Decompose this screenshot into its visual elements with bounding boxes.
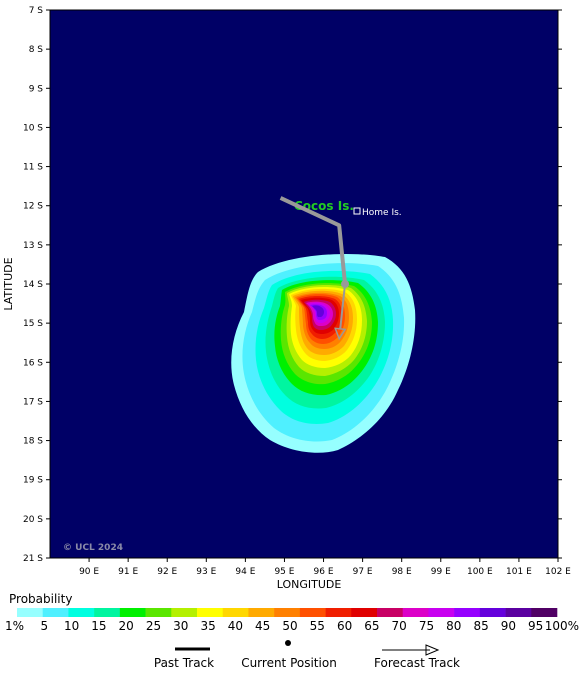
colorbar-swatch — [94, 608, 121, 617]
longitude-ticks: 90 E 91 E 92 E 93 E 94 E 95 E 96 E 97 E 98 E 99 E… — [79, 558, 571, 577]
lat-tick-label: 8 S — [29, 45, 44, 55]
colorbar-label: 95 — [528, 619, 543, 633]
colorbar-swatch — [42, 608, 69, 617]
map-frame — [49, 9, 559, 559]
lat-tick-label: 12 S — [23, 202, 43, 212]
colorbar-label: 45 — [255, 619, 270, 633]
colorbar-label: 5 — [40, 619, 48, 633]
lon-tick-label: 94 E — [235, 567, 255, 577]
forecast-track-legend-arrow — [425, 644, 440, 656]
colorbar-swatch — [145, 608, 172, 617]
colorbar-label: 30 — [173, 619, 188, 633]
colorbar-label: 80 — [446, 619, 461, 633]
colorbar-label: 40 — [228, 619, 243, 633]
colorbar-label: 50 — [282, 619, 297, 633]
colorbar-swatch — [171, 608, 198, 617]
lon-tick-label: 99 E — [431, 567, 451, 577]
colorbar-swatch — [119, 608, 146, 617]
lat-tick-label: 21 S — [23, 554, 43, 564]
colorbar-swatch — [222, 608, 249, 617]
lon-tick-label: 101 E — [506, 567, 532, 577]
colorbar-label: 65 — [364, 619, 379, 633]
latitude-ticks: 7 S 8 S 9 S 10 S 11 S 12 S 13 S 14 S 15 S 16 S 17 … — [23, 6, 562, 564]
colorbar-label: 15 — [91, 619, 106, 633]
probability-contours — [231, 253, 416, 453]
colorbar-swatch — [299, 608, 326, 617]
lat-tick-label: 17 S — [23, 397, 43, 407]
home-island-label: Home Is. — [362, 208, 402, 218]
colorbar-swatch — [248, 608, 275, 617]
lon-tick-label: 90 E — [79, 567, 99, 577]
lon-tick-label: 91 E — [118, 567, 138, 577]
lat-tick-label: 13 S — [23, 241, 43, 251]
home-island-marker — [353, 207, 361, 215]
colorbar-label: 85 — [473, 619, 488, 633]
colorbar-label: 60 — [337, 619, 352, 633]
lat-tick-label: 20 S — [23, 515, 43, 525]
lon-tick-label: 92 E — [157, 567, 177, 577]
colorbar-label: 90 — [501, 619, 516, 633]
probability-title: Probability — [9, 592, 72, 606]
forecast-track-legend-label: Forecast Track — [374, 656, 460, 670]
copyright-label: © UCL 2024 — [63, 543, 123, 553]
forecast-track-line — [339, 283, 347, 329]
colorbar-label: 1% — [5, 619, 24, 633]
lat-tick-label: 16 S — [23, 358, 43, 368]
colorbar-label: 25 — [146, 619, 161, 633]
lat-tick-label: 15 S — [23, 319, 43, 329]
colorbar-label: 35 — [200, 619, 215, 633]
lat-tick-label: 9 S — [29, 84, 44, 94]
colorbar-swatch — [505, 608, 532, 617]
current-position-legend-dot — [285, 640, 291, 646]
colorbar-swatch — [197, 608, 224, 617]
colorbar-swatch — [351, 608, 378, 617]
lon-tick-label: 98 E — [392, 567, 412, 577]
lon-tick-label: 95 E — [274, 567, 294, 577]
lon-tick-label: 97 E — [353, 567, 373, 577]
cocos-islands-label: Cocos Is. — [294, 199, 354, 213]
colorbar-swatch — [325, 608, 352, 617]
colorbar-label: 75 — [419, 619, 434, 633]
past-track-legend-label: Past Track — [154, 656, 214, 670]
colorbar-label: 70 — [392, 619, 407, 633]
past-track-line — [279, 196, 348, 285]
current-position-marker — [341, 280, 350, 288]
lat-tick-label: 11 S — [23, 163, 43, 173]
lat-tick-label: 18 S — [23, 437, 43, 447]
probability-colorbar-labels: 1% 5 10 15 20 25 30 35 40 45 50 55 60 65 70 75 80 85 90 95 1… — [5, 619, 579, 633]
y-axis-title: LATITUDE — [2, 257, 15, 310]
colorbar-label: 100% — [545, 619, 579, 633]
lat-tick-label: 14 S — [23, 280, 43, 290]
current-position-legend-label: Current Position — [241, 656, 337, 670]
colorbar-label: 55 — [310, 619, 325, 633]
colorbar-swatch — [428, 608, 455, 617]
colorbar-swatch — [531, 608, 558, 617]
colorbar-swatch — [68, 608, 95, 617]
colorbar-label: 10 — [64, 619, 79, 633]
colorbar-swatch — [377, 608, 404, 617]
colorbar-swatch — [479, 608, 506, 617]
colorbar-swatch — [402, 608, 429, 617]
lon-tick-label: 93 E — [196, 567, 216, 577]
colorbar-swatch — [17, 608, 44, 617]
lon-tick-label: 100 E — [467, 567, 493, 577]
x-axis-title: LONGITUDE — [277, 578, 342, 591]
lat-tick-label: 7 S — [29, 6, 44, 16]
probability-colorbar — [17, 608, 558, 617]
lon-tick-label: 102 E — [545, 567, 571, 577]
lat-tick-label: 19 S — [23, 476, 43, 486]
lon-tick-label: 96 E — [314, 567, 334, 577]
colorbar-label: 20 — [119, 619, 134, 633]
colorbar-swatch — [274, 608, 301, 617]
lat-tick-label: 10 S — [23, 123, 43, 133]
forecast-arrowhead — [334, 327, 347, 341]
colorbar-swatch — [454, 608, 481, 617]
